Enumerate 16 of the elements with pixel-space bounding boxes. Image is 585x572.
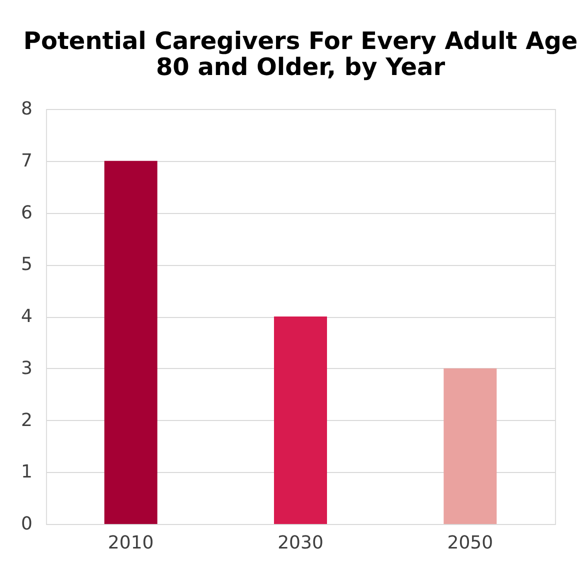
chart-title: Potential Caregivers For Every Adult Age 80 and Older, by Year — [23, 27, 578, 81]
bar — [104, 160, 158, 524]
bar — [444, 368, 497, 524]
x-tick-label: 2050 — [447, 532, 494, 554]
y-tick-label: 0 — [21, 514, 32, 534]
y-tick-label: 6 — [21, 202, 32, 224]
y-tick-label: 8 — [21, 98, 32, 120]
y-tick-label: 5 — [21, 254, 32, 276]
y-tick-label: 4 — [21, 306, 32, 327]
y-tick-label: 2 — [21, 410, 32, 431]
y-tick-label: 3 — [21, 358, 32, 379]
y-tick-label: 7 — [21, 150, 32, 172]
x-tick-label: 2010 — [108, 532, 154, 554]
y-tick-label: 1 — [21, 462, 32, 483]
bar — [274, 316, 327, 524]
x-tick-label: 2030 — [278, 532, 324, 554]
